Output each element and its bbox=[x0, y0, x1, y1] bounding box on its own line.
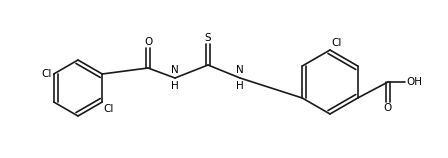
Text: N: N bbox=[171, 65, 179, 75]
Text: H: H bbox=[171, 81, 179, 91]
Text: O: O bbox=[144, 37, 152, 47]
Text: N: N bbox=[236, 65, 244, 75]
Text: Cl: Cl bbox=[331, 38, 341, 48]
Text: S: S bbox=[205, 33, 211, 43]
Text: Cl: Cl bbox=[41, 69, 52, 79]
Text: Cl: Cl bbox=[103, 104, 114, 114]
Text: O: O bbox=[384, 103, 392, 113]
Text: OH: OH bbox=[406, 77, 422, 87]
Text: H: H bbox=[236, 81, 244, 91]
